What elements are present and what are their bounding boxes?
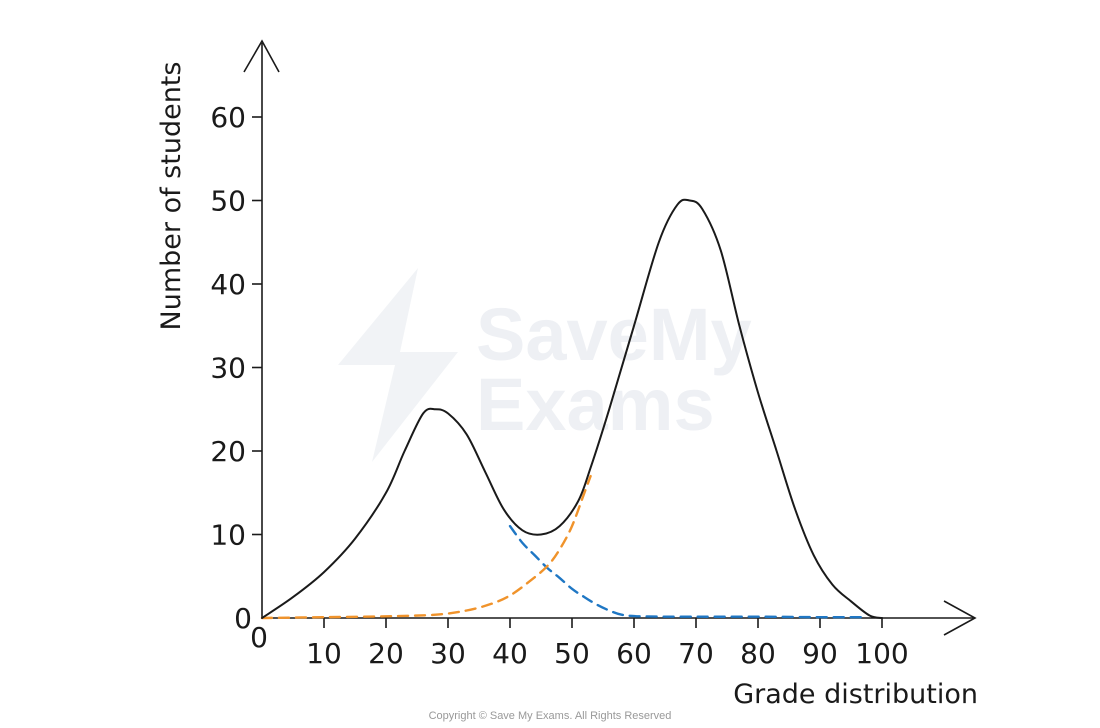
watermark-bolt-icon xyxy=(338,268,458,462)
y-tick-label: 20 xyxy=(210,435,246,468)
combined-distribution-line xyxy=(261,198,883,619)
y-tick-label: 40 xyxy=(210,268,246,301)
x-tick-label: 70 xyxy=(678,637,714,670)
y-axis-arrowhead xyxy=(243,39,280,73)
watermark-line2: Exams xyxy=(476,363,715,446)
y-origin-label: 0 xyxy=(234,602,252,635)
x-tick-label: 50 xyxy=(554,637,590,670)
x-tick-label: 30 xyxy=(430,637,466,670)
x-tick-label: 60 xyxy=(616,637,652,670)
y-tick-label: 60 xyxy=(210,101,246,134)
y-ticks: 10 20 30 40 50 60 xyxy=(210,101,262,552)
x-axis-arrowhead xyxy=(943,600,977,636)
watermark-line1: SaveMy xyxy=(476,293,752,376)
watermark: SaveMy Exams xyxy=(338,268,752,462)
x-origin-label: 0 xyxy=(250,621,268,654)
series-layer xyxy=(260,198,883,620)
y-tick-label: 50 xyxy=(210,185,246,218)
x-tick-label: 20 xyxy=(368,637,404,670)
x-tick-label: 100 xyxy=(855,637,908,670)
y-tick-label: 30 xyxy=(210,352,246,385)
x-tick-label: 40 xyxy=(492,637,528,670)
lower-peak-dashed-line xyxy=(508,524,865,619)
y-axis-title: Number of students xyxy=(156,62,187,331)
y-tick-label: 10 xyxy=(210,519,246,552)
x-axis-title: Grade distribution xyxy=(733,679,978,710)
upper-peak-dashed-line xyxy=(260,474,592,620)
copyright-notice: Copyright © Save My Exams. All Rights Re… xyxy=(429,710,672,722)
x-tick-label: 10 xyxy=(306,637,342,670)
x-tick-label: 80 xyxy=(740,637,776,670)
x-ticks: 10 20 30 40 50 60 70 80 90 100 xyxy=(306,618,909,670)
x-tick-label: 90 xyxy=(802,637,838,670)
